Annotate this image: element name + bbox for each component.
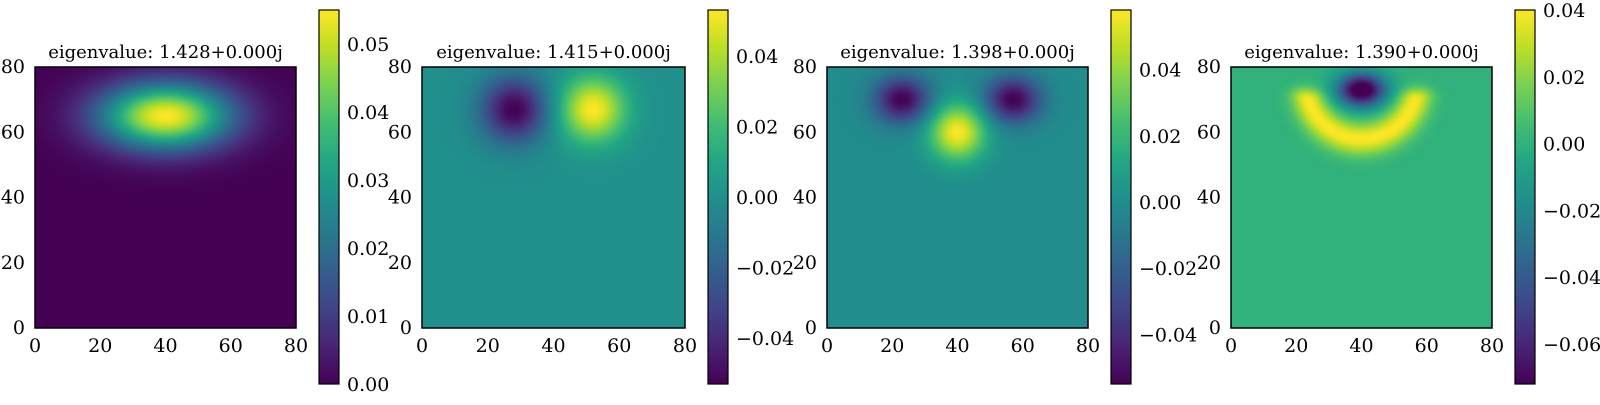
x-tick-label: 20 xyxy=(88,335,112,357)
y-tick-label: 40 xyxy=(1197,187,1221,209)
y-tick-label: 40 xyxy=(388,187,412,209)
y-tick-label: 80 xyxy=(388,56,412,78)
x-tick-label: 80 xyxy=(673,335,697,357)
x-tick-label: 40 xyxy=(1349,335,1373,357)
colorbar-tick-label: 0.02 xyxy=(1543,67,1585,89)
colorbar-tick-label: 0.02 xyxy=(347,238,389,260)
y-tick-label: 80 xyxy=(1197,56,1221,78)
colorbar-tick-label: 0.04 xyxy=(347,102,389,124)
colorbar xyxy=(318,9,340,385)
y-tick-label: 60 xyxy=(1197,121,1221,143)
plot-title: eigenvalue: 1.428+0.000j xyxy=(48,42,283,63)
colorbar xyxy=(1110,9,1132,385)
x-tick-label: 60 xyxy=(219,335,243,357)
y-tick-label: 60 xyxy=(388,121,412,143)
x-tick-label: 40 xyxy=(153,335,177,357)
subplot-2: eigenvalue: 1.415+0.000j 0 20 40 60 80 0 20 40 60… xyxy=(388,9,794,385)
y-tick-label: 40 xyxy=(793,187,817,209)
colorbar-tick-label: 0.01 xyxy=(347,306,389,328)
colorbar-tick-label: 0.00 xyxy=(1543,134,1585,156)
x-tick-label: 80 xyxy=(284,335,308,357)
y-tick-label: 0 xyxy=(805,317,817,339)
x-tick-label: 20 xyxy=(476,335,500,357)
colorbar-tick-label: 0.00 xyxy=(347,374,389,396)
y-tick-label: 40 xyxy=(1,187,25,209)
x-tick-label: 40 xyxy=(945,335,969,357)
colorbar-tick-label: 0.03 xyxy=(347,170,389,192)
heatmap-image xyxy=(1231,67,1492,328)
colorbar-tick-label: 0.04 xyxy=(1139,60,1181,82)
plot-frame xyxy=(1230,66,1493,329)
y-tick-label: 0 xyxy=(1209,317,1221,339)
y-tick-label: 0 xyxy=(13,317,25,339)
x-tick-label: 0 xyxy=(821,335,833,357)
heatmap-image xyxy=(35,67,296,328)
y-tick-label: 60 xyxy=(793,121,817,143)
y-tick-label: 20 xyxy=(793,252,817,274)
colorbar xyxy=(1514,9,1536,385)
colorbar-tick-label: −0.04 xyxy=(736,328,794,350)
plot-title: eigenvalue: 1.390+0.000j xyxy=(1244,42,1479,63)
subplot-4: eigenvalue: 1.390+0.000j 0 20 40 60 80 0 20 40 60… xyxy=(1197,0,1600,385)
plot-frame xyxy=(826,66,1089,329)
colorbar xyxy=(707,9,729,385)
y-tick-label: 80 xyxy=(793,56,817,78)
x-tick-label: 20 xyxy=(880,335,904,357)
subplot-1: eigenvalue: 1.428+0.000j 0 20 40 60 80 0 20 40 60… xyxy=(1,9,389,396)
x-tick-label: 0 xyxy=(416,335,428,357)
x-tick-label: 40 xyxy=(541,335,565,357)
subplot-3: eigenvalue: 1.398+0.000j 0 20 40 60 80 0 20 40 60… xyxy=(793,9,1197,385)
colorbar-tick-label: 0.00 xyxy=(1139,192,1181,214)
colorbar-tick-label: 0.04 xyxy=(1543,0,1585,22)
plot-title: eigenvalue: 1.415+0.000j xyxy=(436,42,671,63)
y-tick-label: 80 xyxy=(1,56,25,78)
colorbar-tick-label: −0.06 xyxy=(1543,334,1600,356)
colorbar-tick-label: 0.02 xyxy=(736,116,778,138)
plot-frame xyxy=(421,66,686,329)
y-tick-label: 20 xyxy=(1197,252,1221,274)
colorbar-tick-label: 0.04 xyxy=(736,46,778,68)
y-tick-label: 20 xyxy=(388,252,412,274)
heatmap-image xyxy=(827,67,1088,328)
heatmap-image xyxy=(422,67,685,328)
x-tick-label: 80 xyxy=(1076,335,1100,357)
y-tick-label: 0 xyxy=(400,317,412,339)
colorbar-tick-label: 0.00 xyxy=(736,187,778,209)
y-tick-label: 60 xyxy=(1,121,25,143)
x-tick-label: 80 xyxy=(1480,335,1504,357)
colorbar-tick-label: −0.02 xyxy=(1139,258,1197,280)
colorbar-tick-label: 0.05 xyxy=(347,34,389,56)
colorbar-tick-label: 0.02 xyxy=(1139,126,1181,148)
plot-frame xyxy=(34,66,297,329)
colorbar-tick-label: −0.04 xyxy=(1139,324,1197,346)
x-tick-label: 60 xyxy=(1011,335,1035,357)
colorbar-tick-label: −0.02 xyxy=(1543,200,1600,222)
plot-title: eigenvalue: 1.398+0.000j xyxy=(840,42,1075,63)
x-tick-label: 0 xyxy=(1225,335,1237,357)
colorbar-tick-label: −0.02 xyxy=(736,258,794,280)
x-tick-label: 60 xyxy=(607,335,631,357)
x-tick-label: 0 xyxy=(29,335,41,357)
y-tick-label: 20 xyxy=(1,252,25,274)
x-tick-label: 60 xyxy=(1415,335,1439,357)
x-tick-label: 20 xyxy=(1284,335,1308,357)
colorbar-tick-label: −0.04 xyxy=(1543,267,1600,289)
